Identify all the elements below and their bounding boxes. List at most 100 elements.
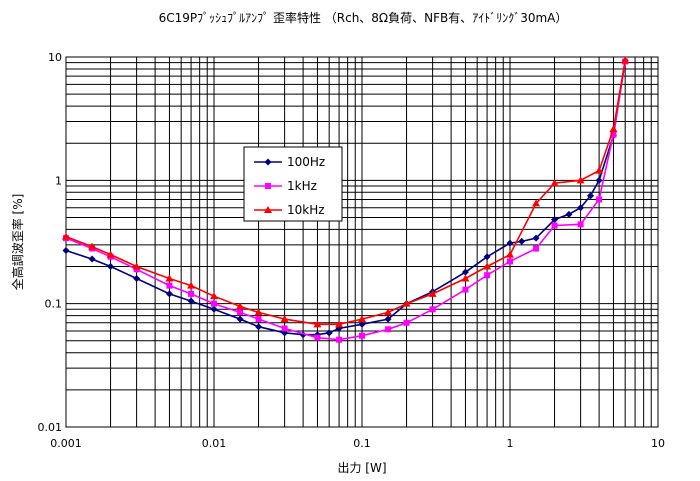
data-point-diamond: [165, 290, 173, 298]
x-axis-label: 出力 [W]: [337, 461, 386, 475]
data-point-triangle: [236, 302, 245, 310]
data-point-triangle: [576, 176, 585, 184]
data-point-diamond: [483, 253, 491, 261]
data-point-square: [237, 309, 244, 316]
data-point-triangle: [384, 308, 393, 316]
data-point-diamond: [107, 263, 115, 271]
data-point-square: [610, 131, 617, 138]
data-point-triangle: [506, 250, 514, 258]
x-tick-label: 0.1: [353, 437, 371, 450]
x-tick-label: 1: [507, 437, 514, 450]
data-point-square: [596, 196, 603, 203]
data-point-square: [265, 183, 271, 189]
data-point-triangle: [532, 199, 541, 207]
data-point-diamond: [236, 315, 244, 323]
data-point-square: [385, 326, 392, 333]
data-point-triangle: [358, 315, 366, 323]
legend-label: 1kHz: [287, 179, 317, 193]
data-point-diamond: [587, 192, 595, 200]
data-point-square: [314, 334, 321, 341]
data-point-triangle: [483, 262, 492, 270]
data-point-triangle: [187, 281, 196, 289]
chart-title: 6C19Pﾌﾟｯｼｭﾌﾟﾙｱﾝﾌﾟ 歪率特性 （Rch、8Ω負荷、NFB有、ｱｲ…: [159, 10, 568, 25]
data-point-triangle: [402, 299, 411, 307]
data-point-triangle: [132, 262, 141, 270]
data-point-square: [507, 258, 513, 265]
data-point-diamond: [88, 255, 96, 263]
data-point-square: [484, 272, 491, 279]
data-point-triangle: [621, 56, 630, 64]
data-point-triangle: [210, 292, 218, 300]
data-point-triangle: [62, 232, 70, 240]
data-point-diamond: [255, 323, 263, 331]
series-layer: [62, 56, 630, 343]
data-point-triangle: [461, 274, 470, 282]
legend-label: 100Hz: [287, 155, 325, 169]
y-tick-label: 1: [55, 174, 62, 187]
data-point-diamond: [187, 297, 195, 305]
data-point-triangle: [254, 308, 263, 316]
y-tick-label: 0.01: [38, 421, 63, 434]
data-point-square: [577, 221, 584, 228]
legend: 100Hz 1kHz 10kHz: [243, 146, 343, 222]
data-point-diamond: [210, 305, 218, 313]
data-point-diamond: [62, 246, 70, 254]
legend-entry: 1kHz: [254, 179, 317, 193]
legend-items: 100Hz 1kHz 10kHz: [254, 155, 325, 217]
data-point-square: [429, 306, 436, 313]
data-point-square: [188, 290, 195, 297]
data-point-triangle: [165, 274, 174, 282]
data-point-square: [359, 332, 365, 339]
plot-area: [65, 56, 659, 428]
data-point-square: [281, 325, 288, 332]
data-point-triangle: [550, 179, 559, 187]
data-point-diamond: [133, 274, 141, 282]
data-point-triangle: [313, 320, 322, 328]
data-point-triangle: [280, 315, 289, 323]
data-point-triangle: [609, 125, 618, 133]
legend-entry: 10kHz: [254, 203, 325, 217]
data-point-diamond: [358, 320, 366, 328]
data-point-diamond: [518, 237, 526, 245]
x-tick-label: 0.01: [202, 437, 227, 450]
data-point-diamond: [565, 210, 573, 218]
data-point-diamond: [506, 239, 514, 247]
data-point-square: [336, 336, 343, 343]
legend-label: 10kHz: [287, 203, 325, 217]
x-tick-label: 10: [651, 437, 665, 450]
series-100hz: [62, 57, 629, 339]
data-point-triangle: [264, 206, 272, 213]
data-point-triangle: [106, 250, 115, 258]
legend-box: [243, 146, 343, 222]
data-point-square: [255, 316, 262, 323]
data-point-diamond: [384, 315, 392, 323]
data-point-triangle: [428, 289, 437, 297]
data-point-square: [403, 319, 410, 326]
series-line-1khz: [65, 61, 626, 341]
x-tick-labels: 0.001 0.01 0.1 1 10: [50, 437, 665, 450]
data-point-diamond: [532, 234, 540, 242]
data-point-diamond: [577, 204, 585, 212]
data-point-diamond: [595, 176, 603, 184]
data-point-diamond: [461, 268, 469, 276]
data-point-triangle: [595, 166, 604, 174]
y-tick-label: 0.1: [45, 298, 63, 311]
series-10khz: [62, 56, 630, 328]
data-point-square: [166, 282, 173, 289]
grid: [66, 57, 658, 427]
data-point-square: [211, 300, 217, 307]
y-tick-label: 10: [48, 51, 62, 64]
data-point-square: [551, 222, 558, 229]
y-tick-labels: 0.01 0.1 1 10: [38, 51, 63, 434]
data-point-square: [533, 245, 540, 252]
series-1khz: [63, 58, 629, 343]
data-point-square: [462, 286, 469, 293]
data-point-diamond: [264, 158, 272, 166]
y-axis-label: 全高調波歪率 [%]: [10, 194, 25, 291]
data-point-triangle: [88, 242, 97, 250]
legend-entry: 100Hz: [254, 155, 325, 169]
data-point-triangle: [335, 320, 344, 328]
data-point-diamond: [551, 216, 559, 224]
data-point-diamond: [325, 329, 333, 337]
